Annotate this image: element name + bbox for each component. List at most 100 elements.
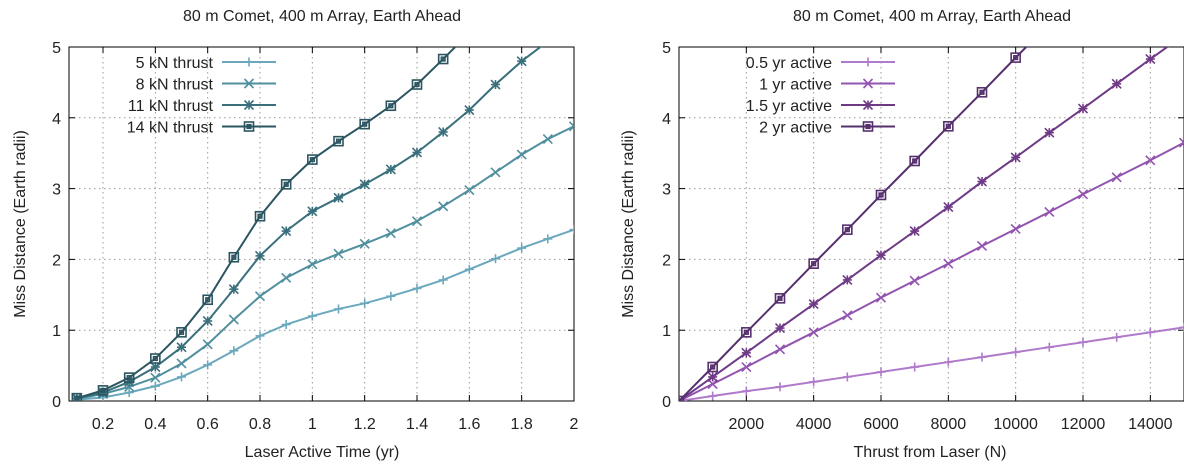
data-point: [708, 391, 718, 401]
data-point: [943, 357, 953, 367]
data-point: [1010, 152, 1021, 163]
x-axis-label: Laser Active Time (yr): [245, 444, 400, 461]
data-point: [774, 323, 786, 334]
y-tick-label: 3: [52, 182, 61, 199]
data-point: [203, 360, 213, 370]
legend-label: 1 yr active: [759, 77, 832, 94]
ticks: 2000 4000 6000 8000 10000 12000 14000 0 1 2 3 4 5: [662, 40, 1184, 433]
legend-item: 1 yr active: [759, 77, 895, 94]
data-point: [490, 79, 501, 90]
data-point: [543, 37, 552, 46]
y-tick-label: 2: [52, 252, 61, 269]
data-point: [1078, 337, 1088, 347]
data-point: [176, 327, 187, 338]
data-point: [1044, 342, 1054, 352]
data-point: [150, 353, 161, 364]
legend-label: 1.5 yr active: [746, 98, 832, 115]
data-point: [71, 392, 83, 401]
data-point: [516, 56, 527, 67]
chart-distance-vs-thrust: 80 m Comet, 400 m Array, Earth Ahead Mis…: [620, 8, 1184, 461]
data-point: [307, 154, 318, 165]
series-line: [76, 228, 574, 401]
x-tick-label: 1.2: [354, 416, 376, 433]
data-point: [150, 381, 160, 391]
data-point: [150, 372, 161, 383]
legend-marker: [862, 121, 874, 132]
data-point: [741, 361, 752, 373]
series-line: [679, 326, 1184, 401]
data-point: [909, 226, 920, 237]
legend: 0.5 yr active 1 yr active 1.5 yr active 2 y…: [746, 55, 895, 137]
data-point: [875, 189, 887, 201]
data-point: [875, 250, 887, 261]
data-point: [123, 372, 135, 383]
data-point: [1077, 103, 1089, 114]
data-point: [437, 53, 449, 65]
data-point: [775, 382, 785, 392]
data-point: [542, 133, 553, 145]
data-point: [333, 248, 344, 259]
data-point: [808, 327, 819, 338]
x-axis-label: Thrust from Laser (N): [854, 444, 1007, 461]
series: [71, 37, 574, 401]
legend-item: 2 yr active: [759, 120, 895, 137]
x-tick-label: 4000: [796, 416, 832, 433]
y-tick-label: 4: [662, 111, 671, 128]
chart-thrust-vs-time: 80 m Comet, 400 m Array, Earth Ahead Mis…: [12, 8, 579, 461]
series-line: [76, 125, 574, 400]
legend-label: 5 kN thrust: [136, 55, 214, 72]
y-tick-label: 1: [52, 323, 61, 340]
data-point: [741, 347, 752, 358]
x-tick-label: 0.6: [197, 416, 219, 433]
data-point: [333, 192, 344, 203]
data-point: [202, 315, 213, 327]
data-point: [977, 352, 987, 362]
data-point: [516, 149, 527, 160]
series-line: [679, 141, 1184, 401]
legend-marker: [243, 78, 255, 89]
data-point: [229, 346, 239, 356]
data-point: [150, 361, 161, 373]
data-point: [910, 362, 920, 372]
chart-title: 80 m Comet, 400 m Array, Earth Ahead: [793, 8, 1071, 25]
data-point: [1112, 332, 1122, 342]
data-point: [254, 250, 266, 261]
y-tick-label: 3: [662, 182, 671, 199]
y-axis-label: Miss Distance (Earth radii): [620, 130, 637, 318]
data-point: [464, 184, 475, 196]
x-tick-label: 0.2: [92, 416, 114, 433]
legend-label: 14 kN thrust: [127, 120, 214, 137]
data-point: [809, 377, 819, 387]
legend-marker: [862, 99, 874, 111]
data-point: [228, 251, 240, 263]
data-point: [334, 304, 344, 314]
y-tick-label: 4: [52, 111, 61, 128]
data-point: [359, 179, 370, 190]
data-point: [438, 126, 449, 138]
data-point: [254, 291, 266, 302]
data-point: [202, 339, 213, 350]
data-point: [1179, 322, 1184, 332]
data-point: [1180, 30, 1184, 39]
data-point: [842, 372, 852, 382]
data-point: [360, 298, 370, 308]
series-5-kn-thrust: [72, 225, 574, 401]
series: [679, 30, 1184, 401]
data-point: [943, 120, 954, 132]
data-point: [281, 226, 292, 237]
data-point: [875, 292, 887, 303]
x-tick-label: 1.8: [511, 416, 533, 433]
legend-item: 8 kN thrust: [136, 77, 276, 94]
x-tick-label: 12000: [1061, 416, 1106, 433]
data-point: [202, 294, 213, 306]
legend-item: 5 kN thrust: [136, 55, 276, 72]
data-point: [842, 310, 853, 321]
data-point: [976, 240, 988, 252]
data-point: [176, 342, 187, 353]
data-point: [976, 176, 988, 187]
legend-label: 0.5 yr active: [746, 55, 832, 72]
data-point: [517, 243, 527, 253]
data-point: [543, 234, 553, 244]
data-point: [124, 388, 134, 398]
legend-marker: [244, 57, 254, 67]
